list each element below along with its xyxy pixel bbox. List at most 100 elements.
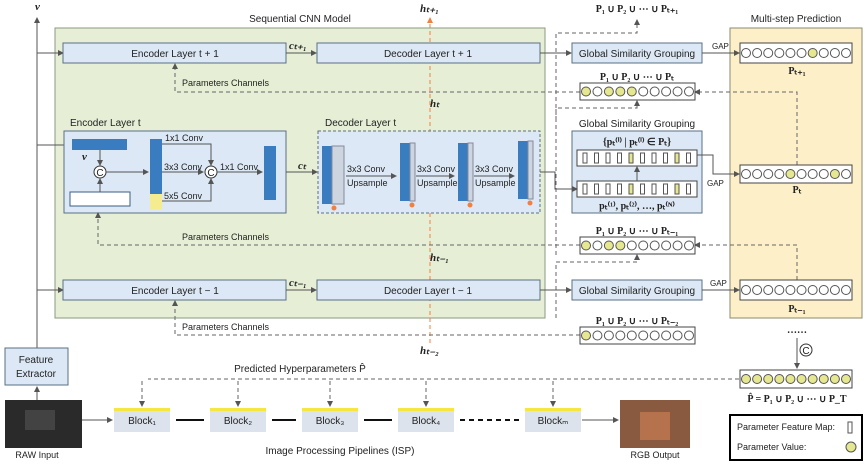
param-value-circle — [626, 86, 637, 97]
param-value-circle — [785, 374, 796, 384]
isp-block-strip — [114, 408, 170, 411]
decoder-upsampled — [467, 142, 474, 202]
param-value-circle — [807, 48, 818, 58]
conv1-label: 1x1 Conv — [165, 133, 204, 143]
isp-block-label: Blockₘ — [538, 416, 569, 427]
param-value-circle — [626, 240, 637, 251]
param-value-circle — [638, 240, 649, 251]
hidden-input-dot — [527, 200, 533, 206]
isp-block-strip — [525, 408, 581, 411]
predicted-hyper-label: Predicted Hyperparameters P̂ — [234, 361, 366, 375]
decoder-upsampled — [409, 142, 416, 202]
union-next-label: P₁ ∪ P₂ ∪ ⋯ ∪ Pₜ₊₁ — [596, 4, 679, 15]
param-value-circle — [785, 169, 796, 179]
isp-block-label: Block₁ — [128, 416, 156, 427]
encoder-next-label: Encoder Layer t + 1 — [131, 49, 219, 60]
hidden-input-dot — [331, 205, 337, 211]
param-value-circle — [796, 169, 807, 179]
pred-t-label: Pₜ — [792, 185, 801, 196]
decoder-feature — [458, 143, 468, 201]
decoder-upsample-label: Upsample — [475, 178, 516, 188]
isp-block-strip — [302, 408, 358, 411]
param-value-circle — [661, 330, 672, 341]
param-value-circle — [818, 169, 829, 179]
param-value-circle — [774, 285, 785, 295]
union-prev2-label: P₁ ∪ P₂ ∪ ⋯ ∪ Pₜ₋₂ — [596, 316, 679, 327]
param-value-circle — [763, 285, 774, 295]
param-value-circle — [818, 374, 829, 384]
param-value-circle — [684, 240, 694, 251]
isp-label: Image Processing Pipelines (ISP) — [266, 446, 415, 457]
param-value-circle — [684, 86, 694, 97]
encoder-prev-label: Encoder Layer t − 1 — [131, 286, 219, 297]
parameter-feature-map — [663, 183, 668, 195]
gsg-t-title: Global Similarity Grouping — [579, 119, 695, 130]
legend-value: Parameter Value: — [737, 442, 806, 452]
param-value-circle — [807, 285, 818, 295]
isp-block — [210, 408, 266, 432]
feature-extractor-line2: Extractor — [16, 369, 57, 380]
params-channels-bottom: Parameters Channels — [182, 322, 270, 332]
parameter-feature-map — [640, 183, 645, 195]
parameter-feature-map — [617, 152, 622, 164]
decoder-next-label: Decoder Layer t + 1 — [384, 49, 473, 60]
encoder-t-title: Encoder Layer t — [70, 118, 141, 129]
param-value-circle — [807, 169, 818, 179]
conv5-label: 5x5 Conv — [164, 191, 203, 201]
gsg-next-label: Global Similarity Grouping — [579, 49, 695, 60]
param-value-circle — [785, 285, 796, 295]
c-prev-label: cₜ₋₁ — [289, 277, 307, 289]
param-value-circle — [774, 374, 785, 384]
parameter-feature-map — [617, 183, 622, 195]
param-value-circle — [829, 169, 840, 179]
param-value-circle — [581, 86, 591, 97]
parameter-feature-map — [582, 152, 588, 164]
panel-title: Sequential CNN Model — [249, 14, 351, 25]
param-value-circle — [649, 86, 660, 97]
param-value-circle — [741, 48, 751, 58]
isp-block — [525, 408, 581, 432]
isp-block-label: Block₄ — [412, 416, 441, 427]
param-value-circle — [615, 86, 626, 97]
param-value-circle — [741, 285, 751, 295]
param-value-circle — [752, 374, 763, 384]
params-channels-middle: Parameters Channels — [182, 232, 270, 242]
ellipsis: …… — [787, 325, 807, 336]
decoder-prev-label: Decoder Layer t − 1 — [384, 286, 473, 297]
concat-icon-final — [799, 343, 813, 357]
decoder-upsampled — [331, 145, 345, 205]
param-value-circle — [672, 86, 683, 97]
c-t-label: cₜ — [298, 160, 307, 172]
v-feature — [72, 139, 127, 150]
conv3-label: 3x3 Conv — [164, 162, 203, 172]
param-row-pred_prev — [739, 279, 853, 301]
parameter-feature-map — [640, 152, 645, 164]
parameter-feature-map — [651, 152, 657, 164]
param-value-circle — [661, 240, 672, 251]
decoder-t-title: Decoder Layer t — [325, 118, 396, 129]
param-value-circle — [763, 374, 774, 384]
concat-final-symbol: C — [802, 346, 809, 357]
gsg-prev-label: Global Similarity Grouping — [579, 286, 695, 297]
param-value-circle — [603, 330, 614, 341]
parameter-feature-map — [651, 183, 657, 195]
param-value-circle — [841, 374, 851, 384]
gsg-top-formula: {pₜ⁽ⁱ⁾ | pₜ⁽ⁱ⁾ ∈ Pₜ} — [603, 136, 671, 148]
feature-extractor — [4, 347, 69, 386]
param-value-circle — [672, 330, 683, 341]
hidden-input-dot — [409, 202, 415, 208]
v-inner-label: v — [82, 151, 87, 163]
decoder-feature — [518, 141, 528, 199]
param-value-circle — [752, 285, 763, 295]
parameter-feature-map — [674, 183, 680, 195]
param-feature-stack — [69, 191, 131, 207]
param-value-circle — [785, 48, 796, 58]
param-value-circle — [684, 330, 694, 341]
conv5-feature — [150, 194, 162, 209]
parameter-feature-map — [628, 152, 634, 164]
v-label: v — [35, 1, 40, 13]
gsg-bottom-formula: pₜ⁽¹⁾, pₜ⁽²⁾, …, pₜ⁽ᴺ⁾ — [599, 201, 675, 212]
encoder-output — [264, 146, 276, 200]
h-next-label: hₜ₊₁ — [420, 3, 439, 15]
